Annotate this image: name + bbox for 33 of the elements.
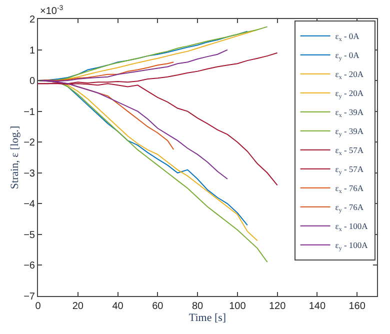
y-tick-label: 0 — [29, 76, 36, 88]
legend-label: ε$_{y}$ - 39A — [335, 126, 364, 138]
y-tick-label: −1 — [24, 106, 36, 118]
x-tick-label: 20 — [72, 301, 84, 312]
y-tick-label: 2 — [29, 14, 36, 26]
x-tick-label: 160 — [348, 301, 366, 312]
y-tick-label: −4 — [24, 199, 36, 210]
x-tick-label: 120 — [268, 301, 286, 312]
legend-label: ε$_{x}$ - 57A — [335, 145, 364, 157]
y-axis-title: Strain, ε [log.] — [9, 126, 22, 190]
legend-label: ε$_{y}$ - 100A — [335, 240, 369, 252]
legend-label: ε$_{x}$ - 39A — [335, 107, 364, 119]
x-tick-label: 100 — [229, 301, 246, 312]
legend-label: ε$_{y}$ - 57A — [335, 164, 364, 176]
legend-label: ε$_{x}$ - 76A — [335, 183, 364, 195]
y-tick-label: 1 — [29, 45, 36, 56]
x-axis-title: Time [s] — [188, 312, 226, 324]
y-tick-label: −7 — [24, 292, 36, 302]
x-tick-label: 40 — [112, 301, 124, 312]
legend-label: ε$_{x}$ - 100A — [335, 221, 369, 233]
x-tick-label: 60 — [152, 301, 164, 312]
legend-label: ε$_{x}$ - 0A — [335, 31, 360, 43]
text: ×10$^{-3}$ — [40, 5, 64, 18]
y-tick-label: −2 — [24, 138, 36, 149]
x-tick-label: 140 — [308, 301, 326, 312]
x-tick-label: 80 — [192, 301, 204, 312]
legend-label: ε$_{x}$ - 20A — [335, 69, 364, 81]
legend-label: ε$_{y}$ - 0A — [335, 50, 360, 62]
legend-label: ε$_{y}$ - 76A — [335, 202, 364, 214]
y-tick-label: −6 — [24, 260, 36, 272]
y-tick-label: −5 — [24, 230, 36, 241]
y-tick-label: −3 — [24, 168, 36, 180]
legend-label: ε$_{y}$ - 20A — [335, 88, 364, 100]
